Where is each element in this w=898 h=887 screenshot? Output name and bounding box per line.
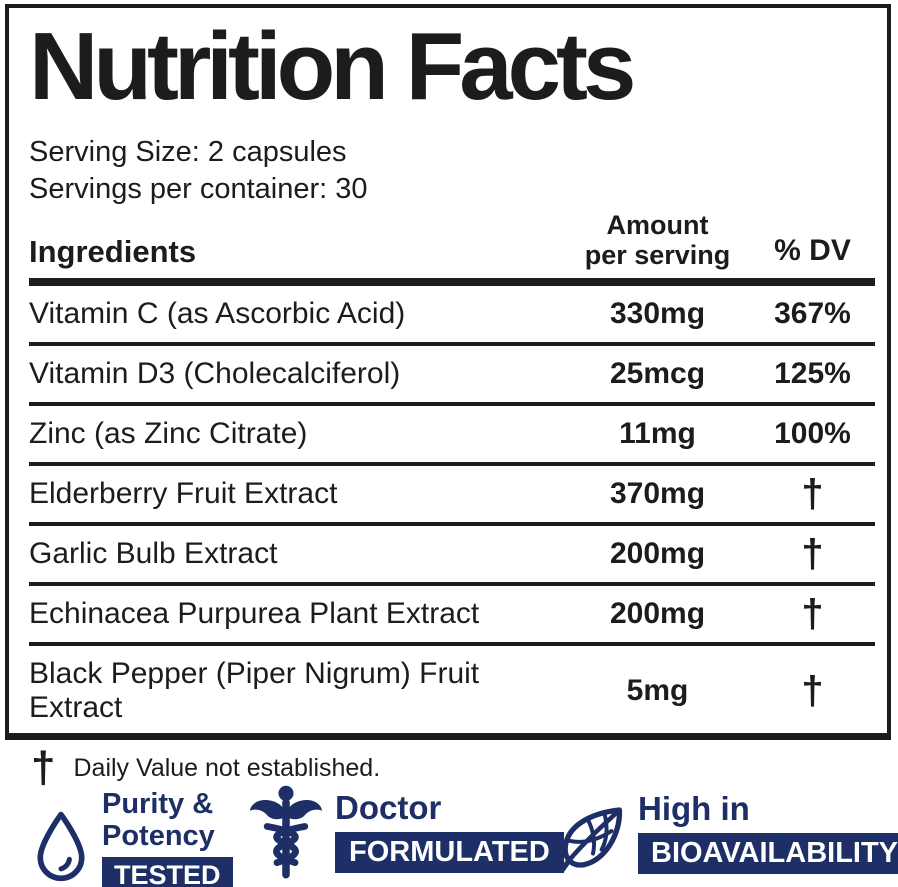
badge-purity-text: Purity & Potency TESTED [102,788,233,887]
ingredient-amount: 5mg [626,674,689,708]
ingredient-dv: 125% [774,357,851,391]
ingredient-amount: 330mg [609,297,706,331]
formulated-tag: FORMULATED [335,832,564,873]
badge-doctor-text: Doctor FORMULATED [335,789,564,873]
row-zinc: Zinc (as Zinc Citrate) 11mg 100% [29,406,875,467]
caduceus-icon [249,785,323,879]
footnote-text: Daily Value not established. [73,753,381,782]
ingredient-dv-dagger: † [801,472,824,517]
dv-column-header: % DV [774,234,851,268]
ingredient-name: Black Pepper (Piper Nigrum) Fruit Extrac… [29,657,480,725]
ingredient-name: Zinc (as Zinc Citrate) [29,417,308,451]
serving-info: Serving Size: 2 capsules Servings per co… [29,134,875,208]
ingredient-amount: 200mg [609,597,706,631]
ingredient-dv-dagger: † [801,592,824,637]
ingredients-column-header: Ingredients [29,234,197,270]
ingredient-dv-dagger: † [801,532,824,577]
badge-line: Purity & [102,788,214,820]
ingredient-amount: 370mg [609,477,706,511]
ingredient-name: Elderberry Fruit Extract [29,477,338,511]
amount-header-line1: Amount [606,209,709,240]
water-drop-icon [37,811,85,882]
ingredient-name: Vitamin C (as Ascorbic Acid) [29,297,406,331]
row-elderberry: Elderberry Fruit Extract 370mg † [29,466,875,527]
ingredient-amount: 200mg [609,537,706,571]
footnote: † Daily Value not established. [29,740,875,790]
badge-bioavailability: High in BIOAVAILABILITY [560,790,898,880]
badge-line: Doctor [335,789,442,826]
ingredient-dv: 367% [774,297,851,331]
serving-size-text: Serving Size: 2 capsules [29,135,347,168]
badges-row: Purity & Potency TESTED Doctor FORMULATE… [0,740,898,887]
badge-line: Potency [102,820,215,852]
ingredient-dv: 100% [774,417,851,451]
ingredient-name: Vitamin D3 (Cholecalciferol) [29,357,401,391]
badge-line: High in [638,790,750,827]
ingredient-amount: 25mcg [609,357,706,391]
row-vitamin-d3: Vitamin D3 (Cholecalciferol) 25mcg 125% [29,346,875,407]
badge-doctor-formulated: Doctor FORMULATED [248,785,564,883]
row-vitamin-c: Vitamin C (as Ascorbic Acid) 330mg 367% [29,286,875,347]
badge-bio-text: High in BIOAVAILABILITY [638,790,898,874]
panel-title: Nutrition Facts [29,13,636,120]
nutrition-facts-panel: Nutrition Facts Serving Size: 2 capsules… [5,4,891,790]
row-echinacea: Echinacea Purpurea Plant Extract 200mg † [29,586,875,647]
ingredient-name: Garlic Bulb Extract [29,537,278,571]
ingredient-dv-dagger: † [801,669,824,714]
ingredient-amount: 11mg [619,417,696,451]
badge-purity-potency: Purity & Potency TESTED [33,788,233,887]
bioavailability-tag: BIOAVAILABILITY [638,833,898,874]
table-header-row: Ingredients Amount per serving % DV [29,210,875,287]
amount-column-header: Amount per serving [565,210,750,270]
servings-per-container-text: Servings per container: 30 [29,172,368,205]
row-garlic: Garlic Bulb Extract 200mg † [29,526,875,587]
ingredient-name: Echinacea Purpurea Plant Extract [29,597,480,631]
row-black-pepper: Black Pepper (Piper Nigrum) Fruit Extrac… [29,646,875,741]
tested-tag: TESTED [102,857,233,887]
leaf-icon [560,807,623,872]
dagger-symbol: † [31,743,56,793]
amount-header-line2: per serving [584,240,731,271]
